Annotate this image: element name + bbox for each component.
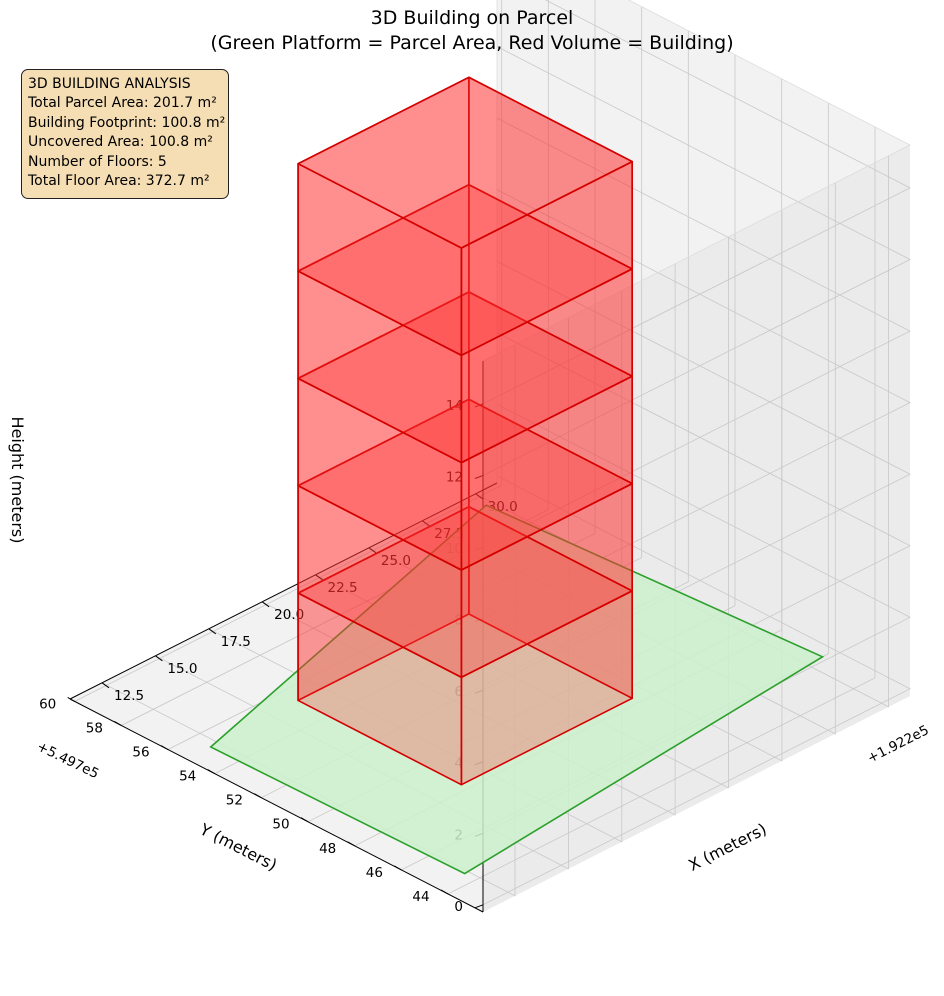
y-tick-mark	[347, 841, 355, 847]
building-floor	[297, 76, 634, 357]
building-floor	[297, 505, 634, 786]
analysis-info-box: 3D BUILDING ANALYSIS Total Parcel Area: …	[21, 69, 229, 199]
y-tick-mark	[160, 745, 169, 750]
chart-title: 3D Building on Parcel	[370, 7, 574, 29]
info-total-floor-area: Total Floor Area: 372.7 m²	[28, 173, 210, 190]
y-grid-line	[121, 0, 549, 726]
z-grid-line	[482, 117, 911, 548]
x-tick-mark	[101, 682, 110, 689]
x-tick-label: 20.0	[274, 607, 304, 623]
z-tick-label: 0	[454, 899, 463, 915]
building-floor	[297, 291, 634, 571]
z-tick-label: 12	[446, 469, 463, 485]
parcel-polygon	[209, 504, 825, 875]
x-tick-label: 15.0	[167, 661, 197, 677]
y-tick-label: 50	[272, 817, 289, 833]
y-tick-mark	[394, 865, 402, 871]
building-floor	[297, 398, 634, 679]
y-grid-line	[447, 126, 876, 895]
y-tick-label: 60	[39, 696, 56, 712]
z-tick-mark	[474, 403, 484, 408]
x-tick-mark	[475, 493, 483, 500]
y-axis-line	[69, 698, 484, 913]
info-building-footprint: Building Footprint: 100.8 m²	[28, 114, 226, 131]
y-tick-label: 48	[319, 841, 336, 857]
z-grid-line	[482, 189, 911, 619]
x-axis-line	[69, 482, 498, 700]
x-tick-label: 17.5	[221, 634, 251, 650]
info-uncovered-area: Uncovered Area: 100.8 m²	[28, 134, 213, 151]
chart-subtitle: (Green Platform = Parcel Area, Red Volum…	[210, 32, 734, 54]
z-tick-mark	[474, 475, 484, 479]
y-tick-label: 54	[179, 769, 196, 785]
x-tick-mark	[421, 520, 430, 527]
building-roof-face	[297, 76, 634, 249]
y-offset-label: +5.497e5	[34, 739, 101, 783]
x-tick-mark	[315, 574, 323, 581]
info-number-of-floors: Number of Floors: 5	[28, 153, 167, 170]
z-grid-line	[482, 46, 911, 476]
parcel-platform	[209, 504, 825, 875]
z-grid-line	[482, 475, 911, 906]
y-tick-mark	[114, 721, 122, 726]
y-tick-mark	[254, 793, 262, 799]
y-tick-label: 46	[366, 865, 383, 881]
x-tick-label: 25.0	[381, 553, 411, 569]
z-tick-mark	[474, 904, 484, 909]
x-tick-mark	[368, 547, 377, 554]
x-axis-label: X (meters)	[685, 819, 769, 875]
y-axis-label: Y (meters)	[196, 819, 280, 874]
x-tick-mark	[261, 601, 270, 608]
y-tick-mark	[67, 696, 75, 702]
y-tick-mark	[207, 769, 215, 775]
x-offset-label: +1.922e5	[865, 722, 932, 767]
x-tick-label: 22.5	[328, 580, 358, 596]
building-volume	[297, 76, 634, 786]
y-tick-label: 52	[226, 793, 243, 809]
x-tick-mark	[155, 655, 163, 662]
z-grid-line	[482, 0, 911, 405]
y-tick-label: 56	[132, 745, 149, 761]
y-tick-mark	[440, 889, 449, 895]
z-axis-label: Height (meters)	[8, 417, 27, 544]
y-grid-line	[74, 0, 503, 702]
y-tick-label: 58	[86, 720, 103, 736]
y-tick-label: 44	[412, 889, 429, 905]
x-tick-label: 12.5	[114, 688, 144, 704]
building-floor	[297, 183, 634, 464]
y-tick-mark	[300, 817, 309, 823]
info-parcel-area: Total Parcel Area: 201.7 m²	[28, 95, 217, 112]
info-heading: 3D BUILDING ANALYSIS	[28, 76, 191, 92]
x-tick-mark	[208, 628, 217, 635]
